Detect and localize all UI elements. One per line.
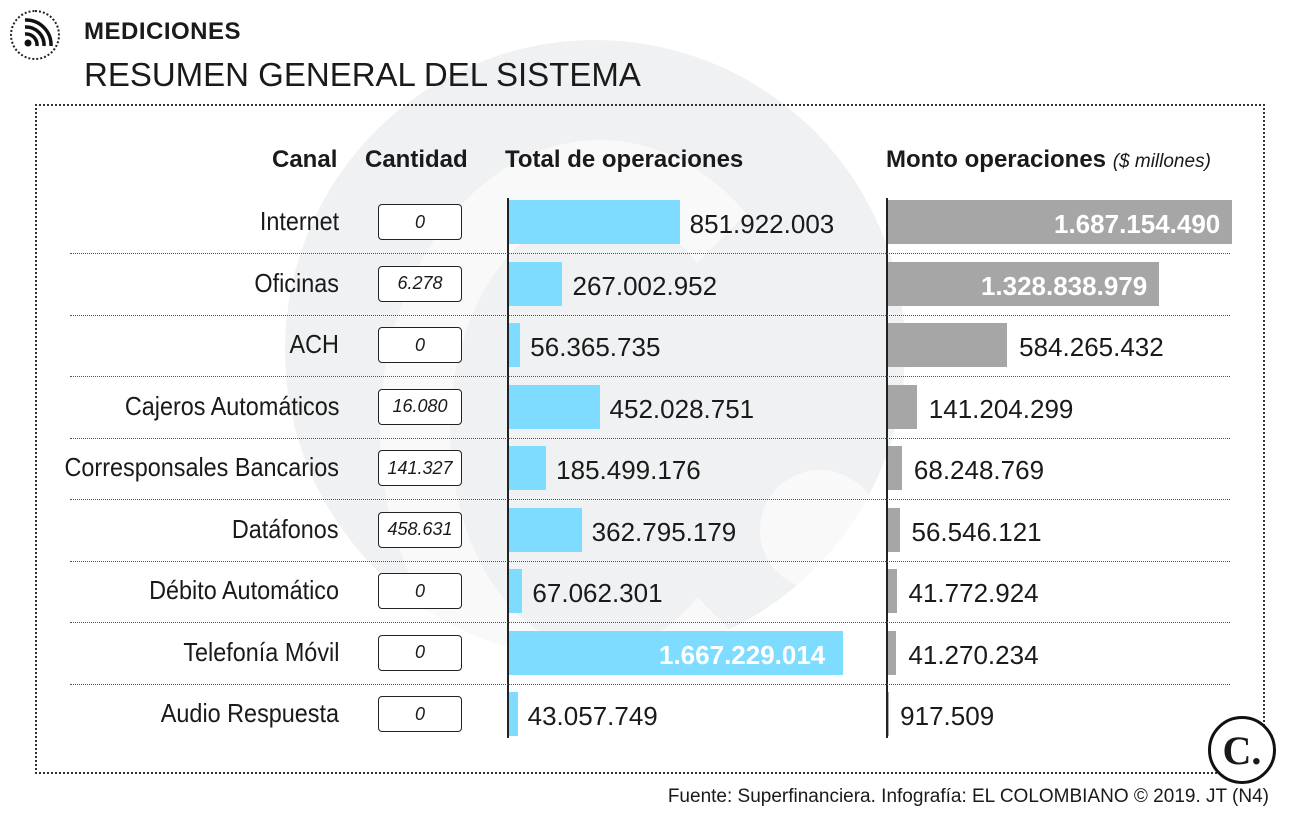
row-separator <box>70 560 1230 562</box>
cantidad-box: 0 <box>378 634 462 671</box>
ops-bar <box>509 200 680 244</box>
row-label: ACH <box>289 329 339 359</box>
header-canal: Canal <box>272 146 338 173</box>
ops-bar <box>509 569 523 613</box>
source-note: Fuente: Superfinanciera. Infografía: EL … <box>667 786 1269 807</box>
monto-value-label: 56.546.121 <box>911 516 1042 547</box>
ops-value-label: 851.922.003 <box>689 209 835 239</box>
ops-value-label: 452.028.751 <box>609 393 755 424</box>
monto-bar <box>888 384 917 429</box>
monto-value-label: 68.248.769 <box>913 455 1045 485</box>
monto-value-label: 1.687.154.490 <box>1054 209 1221 239</box>
row-label: Telefonía Móvil <box>182 636 339 667</box>
ops-value-label: 43.057.749 <box>527 701 658 731</box>
monto-bar <box>888 507 900 552</box>
monto-bar <box>888 200 1232 244</box>
row-label: Internet <box>259 206 339 236</box>
watermark-dot <box>760 470 880 590</box>
rss-icon <box>10 10 60 60</box>
kicker: MEDICIONES <box>84 18 242 45</box>
row-label: Débito Automático <box>149 575 339 605</box>
monto-value-label: 41.772.924 <box>908 578 1039 608</box>
header-cantidad: Cantidad <box>365 146 468 173</box>
header-monto-label: Monto operaciones <box>886 146 1107 173</box>
row-label: Datáfonos <box>232 513 339 544</box>
header-monto-unit: ($ millones) <box>1112 151 1211 172</box>
cantidad-box: 458.631 <box>378 511 462 548</box>
ops-value-label: 56.365.735 <box>530 332 661 362</box>
cantidad-box: 0 <box>378 204 462 240</box>
row-separator <box>70 376 1230 377</box>
header-monto: Monto operaciones ($ millones) <box>886 146 1211 174</box>
ops-bar <box>509 261 563 306</box>
ops-bar <box>509 507 582 552</box>
cantidad-box: 0 <box>378 573 462 609</box>
chart-frame <box>35 104 1265 774</box>
monto-value-label: 41.270.234 <box>908 639 1039 670</box>
row-separator <box>70 314 1230 316</box>
cantidad-box: 16.080 <box>378 388 462 425</box>
row-separator <box>70 499 1230 500</box>
ops-value-label: 267.002.952 <box>572 270 718 301</box>
row-separator <box>70 437 1230 439</box>
cantidad-box: 141.327 <box>378 450 462 486</box>
ops-value-label: 67.062.301 <box>532 578 663 608</box>
monto-value-label: 1.328.838.979 <box>980 270 1148 301</box>
monto-bar <box>888 446 902 490</box>
monto-value-label: 917.509 <box>900 701 995 731</box>
ops-bar <box>509 630 843 675</box>
cantidad-box: 0 <box>378 327 462 363</box>
ops-value-label: 185.499.176 <box>556 455 701 485</box>
row-label: Corresponsales Bancarios <box>64 452 339 482</box>
monto-bar <box>888 261 1159 306</box>
row-separator <box>70 622 1230 623</box>
ops-value-label: 362.795.179 <box>591 516 737 547</box>
cantidad-box: 6.278 <box>378 265 462 302</box>
page-title: RESUMEN GENERAL DEL SISTEMA <box>84 56 641 93</box>
monto-bar <box>888 323 1008 367</box>
monto-value-label: 141.204.299 <box>928 393 1074 424</box>
row-label: Audio Respuesta <box>160 698 339 728</box>
ops-bar <box>509 692 518 736</box>
header-total-ops: Total de operaciones <box>505 146 744 173</box>
ops-bar <box>509 384 600 429</box>
ops-axis-line <box>507 198 509 738</box>
row-label: Cajeros Automáticos <box>124 390 339 421</box>
cantidad-box: 0 <box>378 696 462 732</box>
ops-bar <box>509 323 521 367</box>
row-separator <box>70 253 1230 254</box>
row-label: Oficinas <box>254 267 339 298</box>
row-separator <box>70 683 1230 685</box>
ops-bar <box>509 446 547 490</box>
monto-bar <box>888 630 897 675</box>
monto-axis-line <box>886 198 888 738</box>
monto-bar <box>888 569 897 613</box>
ops-value-label: 1.667.229.014 <box>659 639 826 670</box>
monto-value-label: 584.265.432 <box>1019 332 1164 362</box>
brand-logo: C. <box>1208 716 1276 784</box>
